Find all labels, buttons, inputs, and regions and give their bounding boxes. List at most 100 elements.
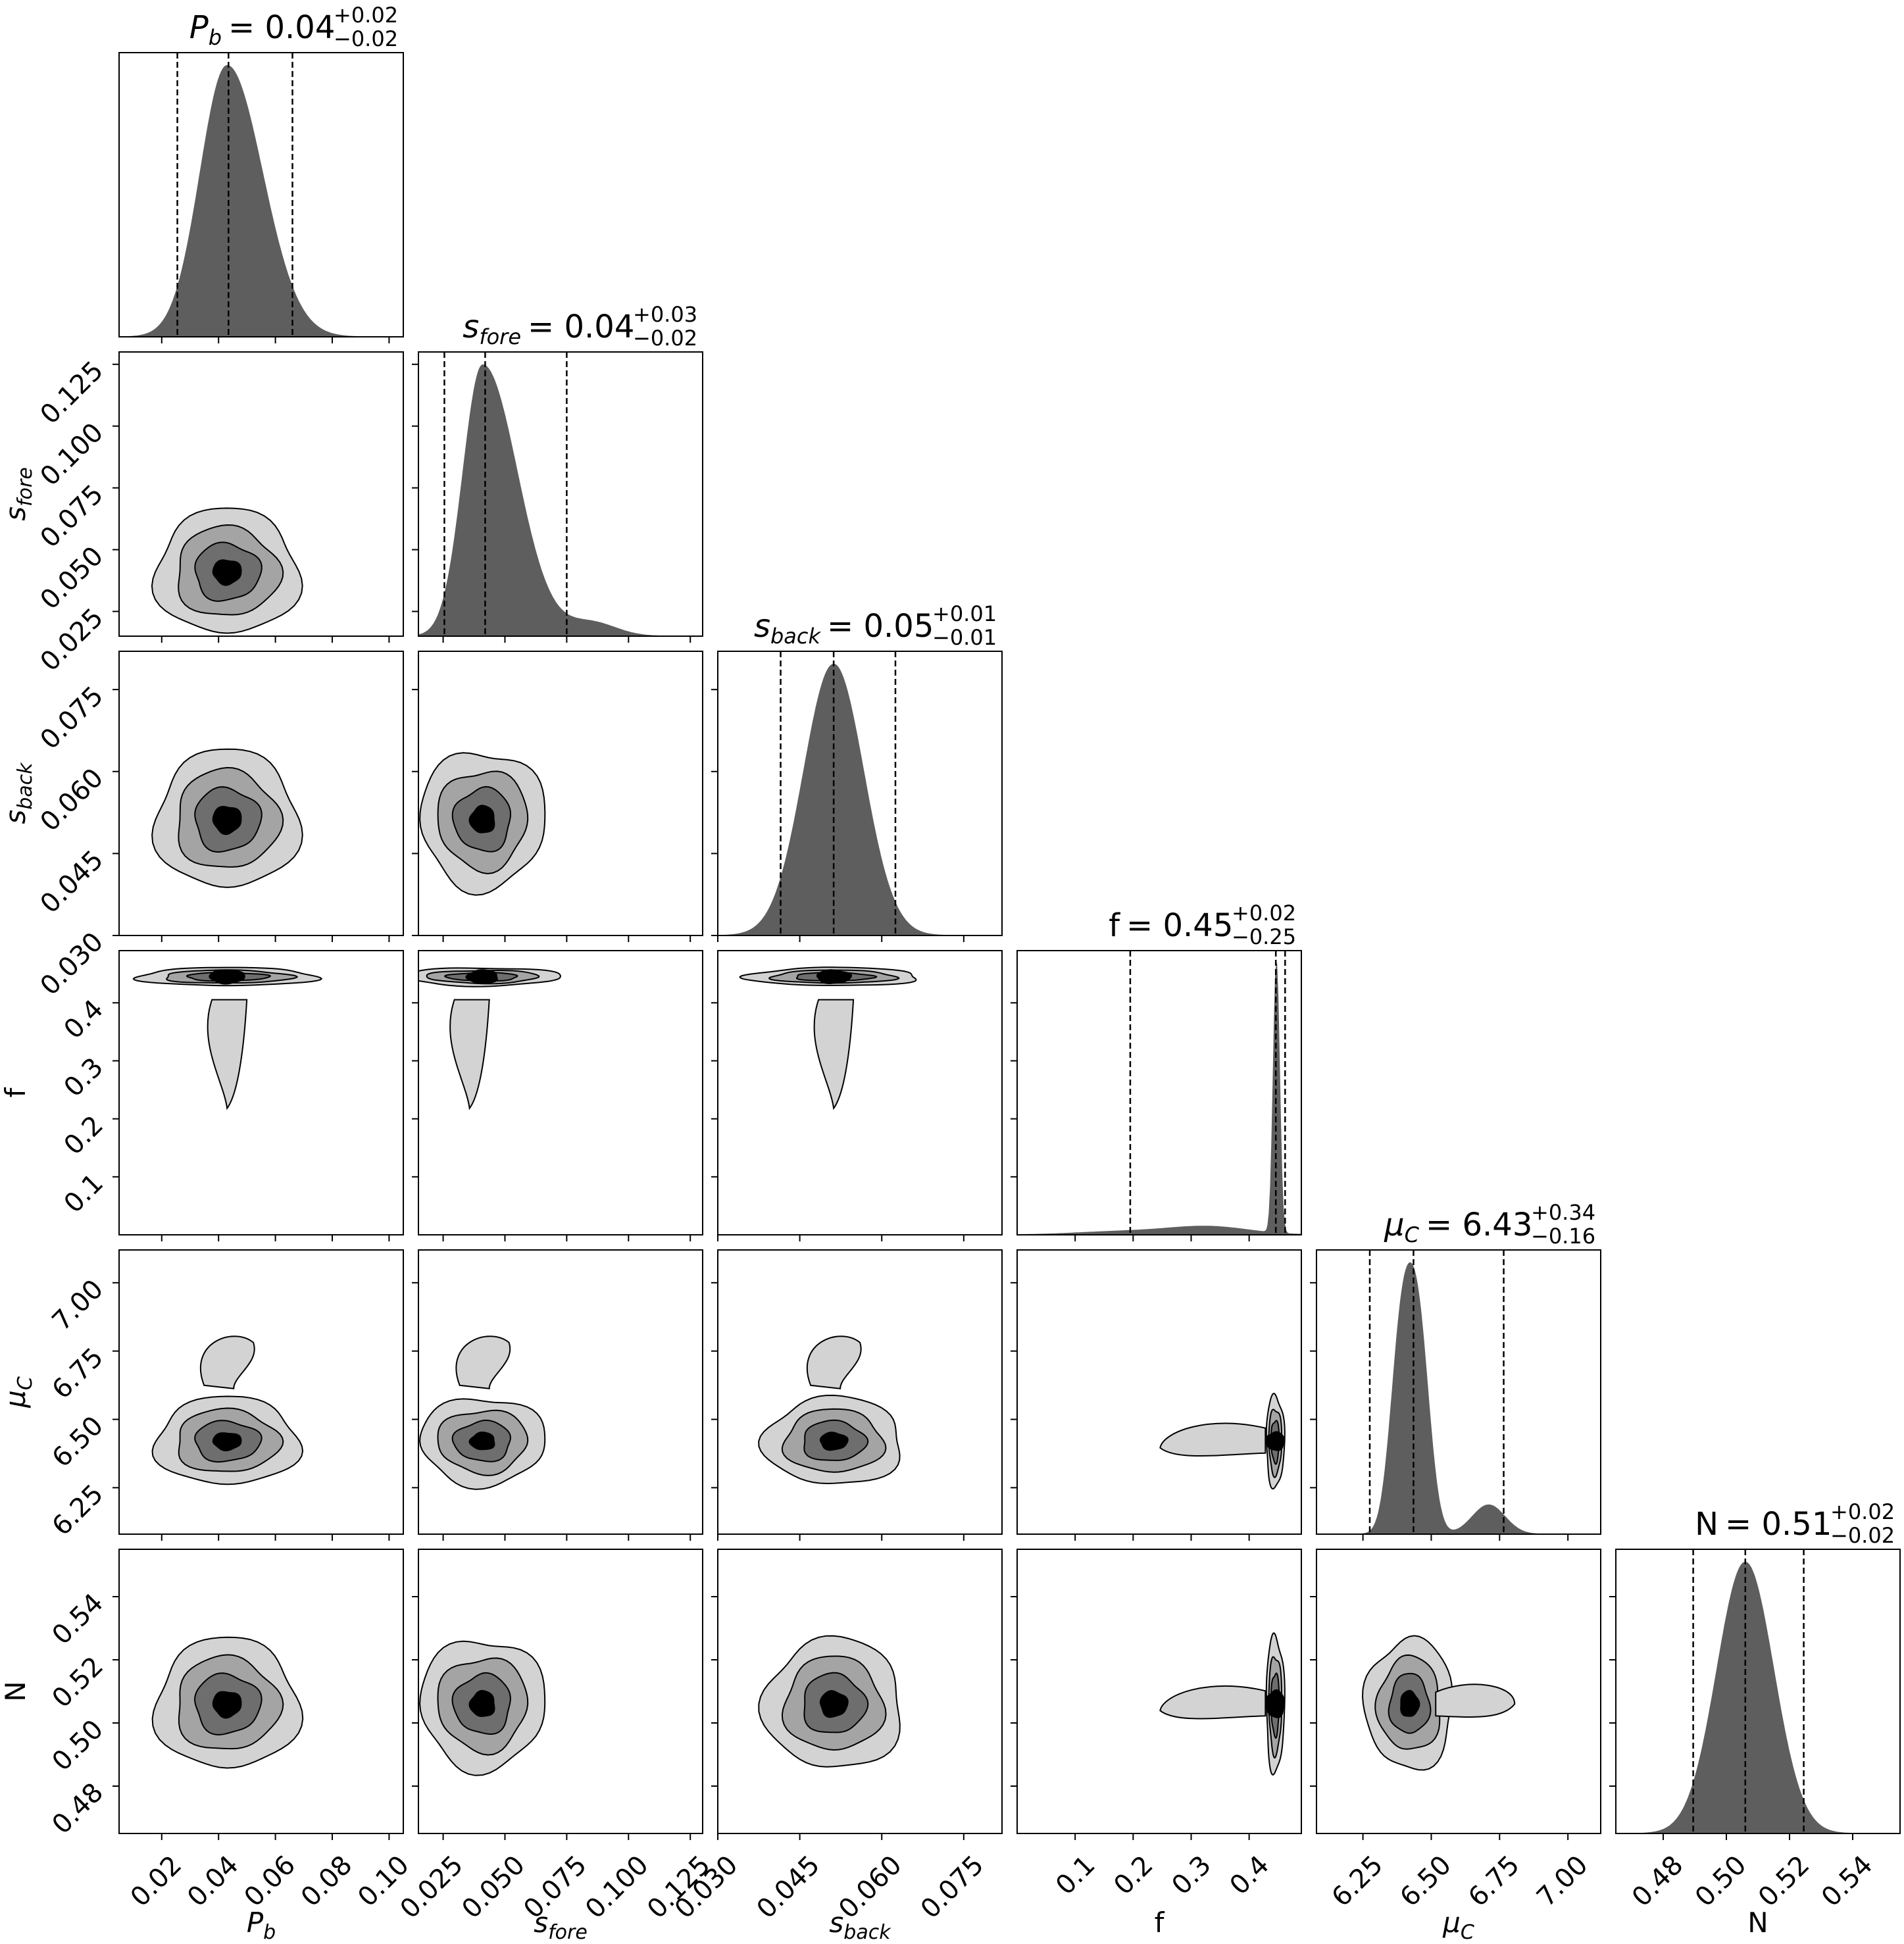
- contours-sfore-vs-Pb: [151, 507, 303, 634]
- contours-N-vs-sfore: [419, 1640, 546, 1776]
- y-tick-label: 0.045: [35, 845, 110, 920]
- x-tick-label: 0.075: [915, 1850, 990, 1925]
- svg-text:μC: μC: [1384, 1207, 1420, 1247]
- y-axis-label-sfore: sfore: [0, 467, 37, 521]
- y-tick-label: 0.1: [59, 1168, 110, 1219]
- x-tick-label: 0.2: [1108, 1850, 1159, 1901]
- svg-text:= 0.04: = 0.04: [228, 9, 335, 46]
- contour-level-4: [468, 1432, 495, 1451]
- x-axis-label-sback: sback: [829, 1907, 891, 1944]
- panel-frame-1-1: [418, 351, 703, 637]
- y-tick-label: 0.3: [59, 1052, 110, 1103]
- contours-sback-vs-Pb: [151, 748, 303, 888]
- x-tick-label: 0.3: [1166, 1850, 1217, 1901]
- hist-muC: [1316, 1250, 1601, 1534]
- panel-frame-0-0: [118, 52, 404, 337]
- y-tick-label: 0.2: [59, 1110, 110, 1161]
- y-tick-label: 7.00: [47, 1274, 110, 1337]
- contour-level-4: [819, 1432, 849, 1451]
- x-tick-label: 0.48: [1626, 1850, 1690, 1913]
- x-tick-label: 0.04: [182, 1850, 245, 1913]
- panel-frame-4-1: [418, 1249, 703, 1535]
- title-minus: −0.02: [334, 26, 398, 51]
- x-tick-label: 0.52: [1753, 1850, 1816, 1913]
- contour-level-4: [468, 1689, 495, 1717]
- svg-text:= 0.04: = 0.04: [528, 309, 634, 345]
- contour-tail: [813, 999, 855, 1110]
- contour-tail: [1159, 1685, 1266, 1720]
- x-tick-label: 7.00: [1531, 1850, 1594, 1913]
- panel-frame-3-1: [418, 950, 703, 1235]
- x-tick-label: 0.02: [125, 1850, 188, 1913]
- y-tick-label: 6.75: [47, 1342, 110, 1405]
- contour-secondary-mode: [1435, 1683, 1516, 1718]
- y-tick-label: 0.060: [35, 762, 110, 837]
- x-axis-label-N: N: [1747, 1907, 1768, 1939]
- contour-secondary-mode: [455, 1335, 511, 1389]
- contour-level-4: [468, 805, 495, 834]
- hist-area-muC: [1316, 1262, 1601, 1534]
- svg-text:sback: sback: [754, 608, 822, 649]
- title-Pb: Pb = 0.04+0.02−0.02: [189, 3, 398, 51]
- y-tick-label: 0.54: [47, 1588, 110, 1651]
- x-tick-label: 0.1: [1050, 1850, 1101, 1901]
- svg-text:N: N: [1695, 1506, 1718, 1543]
- title-minus: −0.02: [633, 326, 697, 351]
- x-tick-label: 6.25: [1326, 1850, 1390, 1913]
- contour-secondary-mode: [806, 1335, 862, 1389]
- svg-text:f: f: [1109, 907, 1120, 944]
- contours-f-vs-sback: [739, 966, 917, 1110]
- panel-frame-5-2: [717, 1549, 1003, 1834]
- title-plus: +0.02: [1830, 1499, 1895, 1524]
- contour-level-4: [209, 969, 245, 985]
- x-tick-label: 0.4: [1224, 1850, 1276, 1901]
- svg-text:sfore: sfore: [463, 309, 521, 349]
- contour-secondary-mode: [199, 1335, 255, 1389]
- x-axis-label-Pb: Pb: [247, 1907, 276, 1944]
- panel-frame-4-2: [717, 1249, 1003, 1535]
- panel-frame-5-5: [1615, 1549, 1901, 1834]
- contours-muC-vs-sback: [758, 1335, 901, 1485]
- x-tick-label: 0.50: [1690, 1850, 1753, 1913]
- y-tick-label: 0.48: [47, 1778, 110, 1841]
- y-axis-label-sback: sback: [0, 762, 37, 824]
- x-tick-label: 0.025: [394, 1850, 469, 1925]
- panel-frame-4-4: [1316, 1249, 1601, 1535]
- y-tick-label: 0.025: [35, 603, 110, 678]
- hist-area-f: [1017, 963, 1301, 1235]
- title-plus: +0.34: [1531, 1200, 1595, 1225]
- hist-N: [1616, 1549, 1900, 1833]
- contours-f-vs-Pb: [132, 966, 323, 1110]
- title-sback: sback = 0.05+0.01−0.01: [754, 601, 997, 650]
- contours-N-vs-Pb: [151, 1636, 304, 1769]
- svg-text:= 0.45: = 0.45: [1126, 907, 1233, 944]
- title-minus: −0.01: [932, 625, 997, 650]
- x-tick-label: 0.08: [295, 1850, 359, 1913]
- panel-frame-3-0: [118, 950, 404, 1235]
- x-tick-label: 6.75: [1463, 1850, 1526, 1913]
- contours-sback-vs-sfore: [419, 752, 546, 896]
- y-tick-label: 0.050: [35, 541, 110, 616]
- y-tick-label: 0.52: [47, 1651, 110, 1714]
- y-axis-label-f: f: [0, 1087, 32, 1097]
- panel-frame-5-4: [1316, 1549, 1601, 1834]
- panel-frame-4-0: [118, 1249, 404, 1535]
- panel-frame-2-2: [717, 651, 1003, 936]
- y-tick-label: 6.50: [47, 1410, 110, 1474]
- svg-text:Pb: Pb: [189, 9, 222, 50]
- hist-area-sback: [718, 663, 1002, 935]
- y-tick-label: 6.25: [47, 1479, 110, 1542]
- panel-frame-4-3: [1016, 1249, 1302, 1535]
- y-tick-label: 0.075: [35, 681, 110, 756]
- title-N: N = 0.51+0.02−0.02: [1695, 1499, 1895, 1548]
- contour-level-4: [212, 1432, 242, 1452]
- title-minus: −0.25: [1232, 924, 1296, 949]
- x-tick-label: 0.075: [518, 1850, 593, 1925]
- contour-tail: [1159, 1422, 1266, 1457]
- title-sfore: sfore = 0.04+0.03−0.02: [463, 302, 697, 351]
- title-plus: +0.03: [633, 302, 697, 327]
- x-axis-label-sfore: sfore: [534, 1907, 588, 1944]
- title-muC: μC = 6.43+0.34−0.16: [1384, 1200, 1595, 1249]
- x-tick-label: 0.060: [833, 1850, 908, 1925]
